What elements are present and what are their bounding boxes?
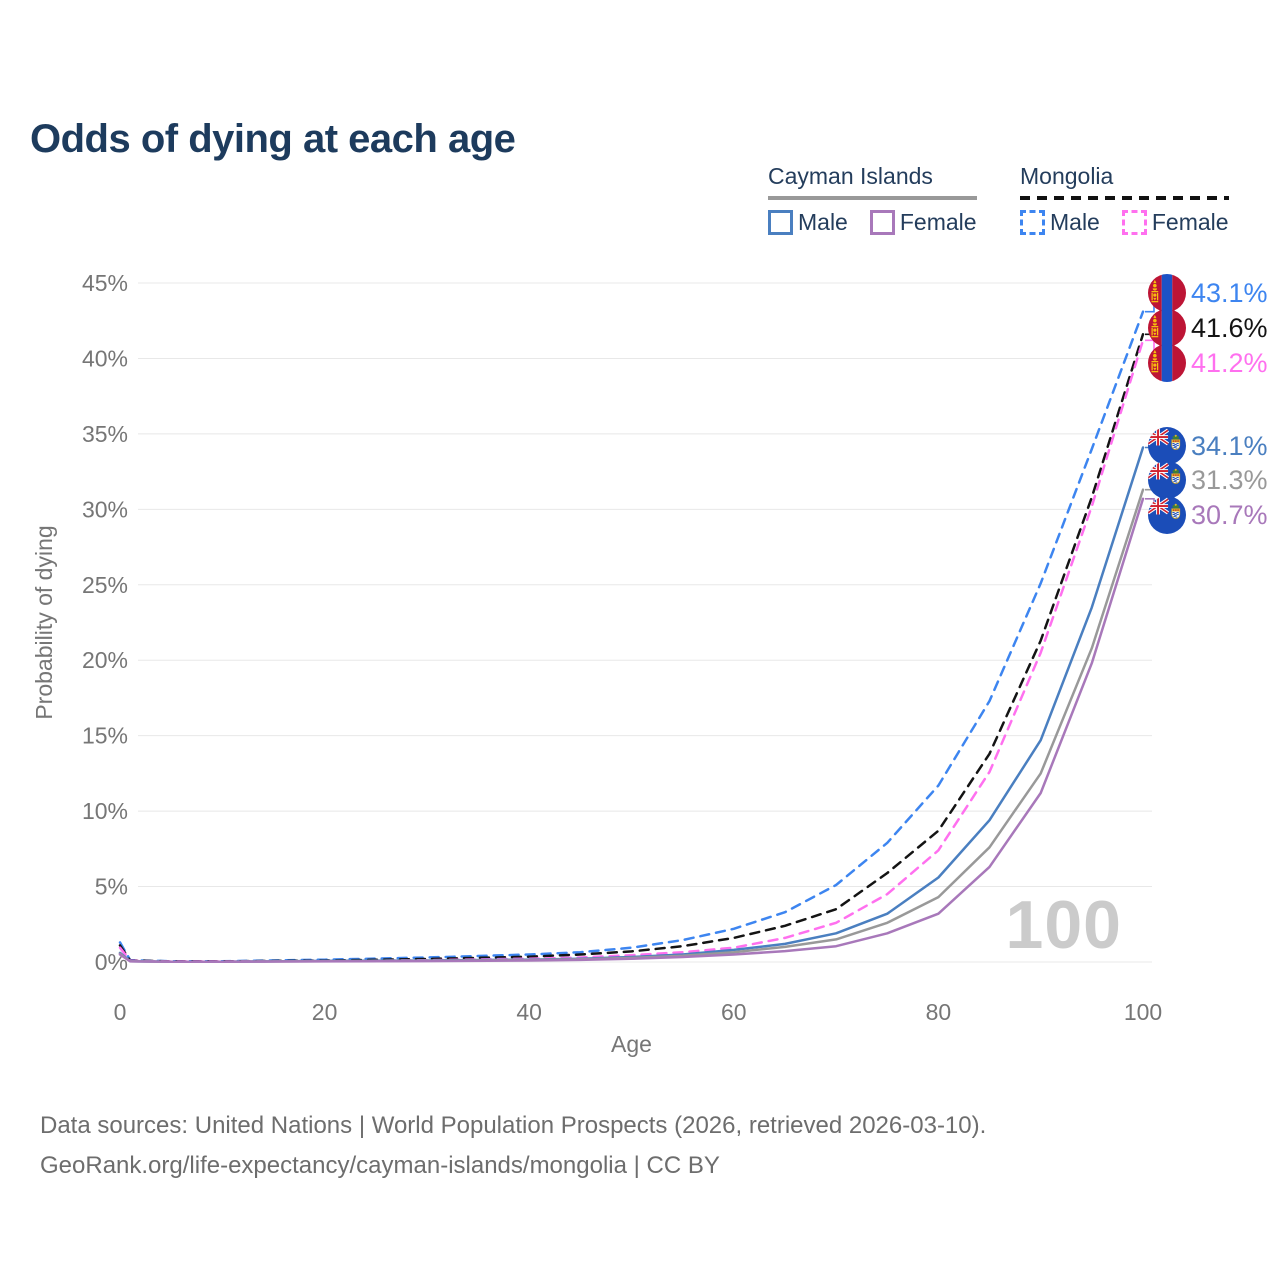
mongolia-female-swatch-icon bbox=[1121, 210, 1147, 235]
y-tick-label: 5% bbox=[95, 874, 128, 900]
y-tick-label: 45% bbox=[82, 270, 128, 296]
x-tick-label: 100 bbox=[1124, 999, 1162, 1025]
page-title: Odds of dying at each age bbox=[30, 116, 516, 161]
mongolia-male-swatch-icon bbox=[1020, 210, 1045, 235]
leader-line bbox=[1145, 479, 1155, 491]
legend-group-mongolia: Mongolia Male Female bbox=[1020, 163, 1229, 236]
legend-item-cayman-male[interactable]: Male bbox=[768, 209, 848, 236]
series-line-cayman-male bbox=[118, 446, 1145, 963]
footer: Data sources: United Nations | World Pop… bbox=[40, 1106, 986, 1186]
age-watermark: 100 bbox=[1006, 887, 1122, 963]
y-tick-label: 40% bbox=[82, 345, 128, 371]
cayman-female-swatch-icon bbox=[869, 210, 895, 235]
x-tick-label: 20 bbox=[312, 999, 338, 1025]
legend-item-mongolia-female[interactable]: Female bbox=[1121, 209, 1229, 236]
leader-line bbox=[1145, 292, 1155, 313]
series-line-cayman-both bbox=[118, 488, 1145, 963]
y-axis-title: Probability of dying bbox=[31, 525, 57, 719]
legend-title-mongolia: Mongolia bbox=[1020, 163, 1114, 189]
y-tick-label: 20% bbox=[82, 647, 128, 673]
x-axis-title: Age bbox=[611, 1031, 652, 1057]
x-tick-label: 40 bbox=[516, 999, 542, 1025]
legend-group-cayman-islands: Cayman Islands Male Female bbox=[768, 163, 977, 236]
leader-line bbox=[1145, 339, 1155, 364]
legend-item-mongolia-male[interactable]: Male bbox=[1020, 209, 1100, 236]
series-line-mongolia-male bbox=[118, 310, 1145, 963]
legend-item-cayman-female[interactable]: Female bbox=[869, 209, 977, 236]
legend-label-cayman-male: Male bbox=[798, 209, 848, 235]
legend-label-mongolia-female: Female bbox=[1151, 209, 1229, 235]
y-tick-label: 35% bbox=[82, 421, 128, 447]
cayman-solid-line-sample bbox=[768, 196, 977, 200]
series-line-mongolia-female bbox=[118, 339, 1145, 963]
y-tick-label: 25% bbox=[82, 572, 128, 598]
series-line-mongolia-both bbox=[118, 333, 1145, 963]
mongolia-dashed-line-sample bbox=[1020, 196, 1229, 200]
x-tick-label: 0 bbox=[114, 999, 127, 1025]
x-tick-label: 80 bbox=[926, 999, 952, 1025]
legend-label-cayman-female: Female bbox=[899, 209, 977, 235]
leader-line bbox=[1145, 445, 1155, 449]
x-tick-label: 60 bbox=[721, 999, 747, 1025]
leader-line bbox=[1145, 498, 1155, 516]
cayman-male-swatch-icon bbox=[768, 210, 793, 235]
y-tick-label: 10% bbox=[82, 798, 128, 824]
series-line-cayman-female bbox=[118, 497, 1145, 964]
y-tick-label: 15% bbox=[82, 723, 128, 749]
y-tick-label: 30% bbox=[82, 496, 128, 522]
leader-line bbox=[1145, 327, 1155, 336]
legend-title-cayman-islands: Cayman Islands bbox=[768, 163, 933, 189]
attribution-link-text[interactable]: GeoRank.org/life-expectancy/cayman-islan… bbox=[40, 1152, 720, 1179]
data-source-text: Data sources: United Nations | World Pop… bbox=[40, 1112, 987, 1139]
legend-label-mongolia-male: Male bbox=[1050, 209, 1100, 235]
